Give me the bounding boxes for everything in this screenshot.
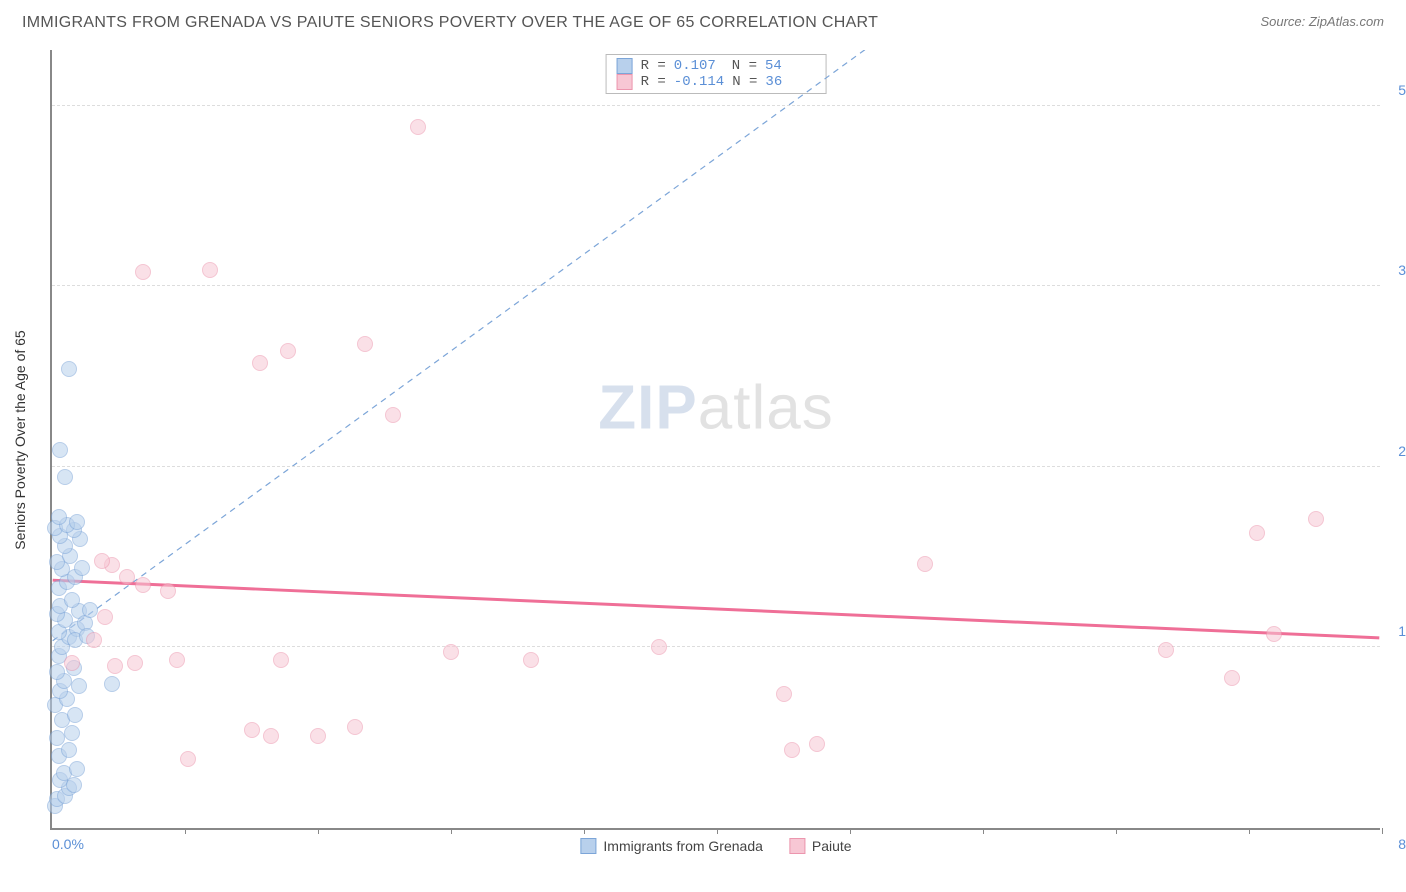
data-point [523,652,539,668]
data-point [347,719,363,735]
data-point [310,728,326,744]
x-tick [717,828,718,834]
data-point [160,583,176,599]
data-point [64,592,80,608]
data-point [61,361,77,377]
y-tick-label: 12.5% [1398,623,1406,639]
data-point [651,639,667,655]
stats-row: R = 0.107 N = 54 [617,58,816,74]
gridline [52,466,1380,467]
x-tick [850,828,851,834]
data-point [252,355,268,371]
data-point [69,514,85,530]
x-axis-max-label: 80.0% [1398,836,1406,852]
legend-label: Paiute [812,838,852,854]
chart-area: Seniors Poverty Over the Age of 65 ZIPat… [50,50,1380,830]
series-swatch [617,58,633,74]
data-point [809,736,825,752]
data-point [1249,525,1265,541]
data-point [64,725,80,741]
x-tick [1249,828,1250,834]
data-point [51,509,67,525]
r-label: R = [641,58,666,74]
y-tick-label: 25.0% [1398,443,1406,459]
legend-swatch [789,838,805,854]
data-point [1158,642,1174,658]
data-point [202,262,218,278]
data-point [385,407,401,423]
y-axis-label: Seniors Poverty Over the Age of 65 [12,330,28,549]
data-point [1308,511,1324,527]
watermark: ZIPatlas [598,372,833,443]
data-point [82,602,98,618]
data-point [86,632,102,648]
r-value: -0.114 [674,74,724,90]
legend: Immigrants from Grenada Paiute [580,838,851,854]
legend-swatch [580,838,596,854]
data-point [64,655,80,671]
data-point [49,664,65,680]
r-label: R = [641,74,666,90]
x-tick [1116,828,1117,834]
chart-title: IMMIGRANTS FROM GRENADA VS PAIUTE SENIOR… [22,14,878,32]
data-point [104,676,120,692]
data-point [1266,626,1282,642]
x-tick [1382,828,1383,834]
data-point [1224,670,1240,686]
data-point [180,751,196,767]
data-point [443,644,459,660]
legend-item: Immigrants from Grenada [580,838,763,854]
data-point [776,686,792,702]
data-point [244,722,260,738]
n-value: 36 [765,74,815,90]
series-swatch [617,74,633,90]
data-point [97,609,113,625]
x-tick [318,828,319,834]
data-point [280,343,296,359]
x-axis-min-label: 0.0% [52,836,84,852]
data-point [69,761,85,777]
data-point [71,678,87,694]
x-tick [584,828,585,834]
data-point [74,560,90,576]
y-tick-label: 50.0% [1398,82,1406,98]
trend-lines [52,50,1380,828]
x-tick [983,828,984,834]
data-point [357,336,373,352]
stats-row: R = -0.114 N = 36 [617,74,816,90]
data-point [135,264,151,280]
data-point [135,577,151,593]
n-value: 54 [765,58,815,74]
x-tick [451,828,452,834]
data-point [917,556,933,572]
data-point [127,655,143,671]
x-tick [185,828,186,834]
data-point [263,728,279,744]
data-point [107,658,123,674]
data-point [49,730,65,746]
correlation-stats-box: R = 0.107 N = 54 R = -0.114 N = 36 [606,54,827,94]
data-point [52,442,68,458]
data-point [57,469,73,485]
legend-label: Immigrants from Grenada [603,838,763,854]
n-label: N = [732,74,757,90]
data-point [169,652,185,668]
data-point [273,652,289,668]
gridline [52,646,1380,647]
data-point [119,569,135,585]
data-point [67,707,83,723]
data-point [61,742,77,758]
y-tick-label: 37.5% [1398,262,1406,278]
n-label: N = [732,58,757,74]
legend-item: Paiute [789,838,852,854]
data-point [410,119,426,135]
gridline [52,285,1380,286]
source-credit: Source: ZipAtlas.com [1260,14,1384,29]
scatter-plot: ZIPatlas R =0.107N =54R =-0.114N =36 0.0… [50,50,1380,830]
data-point [94,553,110,569]
gridline [52,105,1380,106]
r-value: 0.107 [674,58,724,74]
data-point [784,742,800,758]
